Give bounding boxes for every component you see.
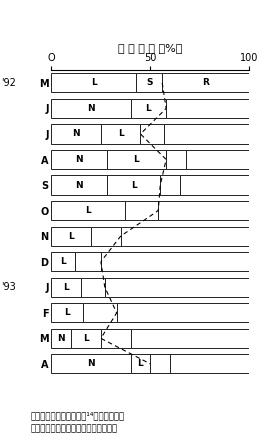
Text: S: S (146, 78, 153, 87)
FancyBboxPatch shape (51, 226, 91, 246)
Text: L: L (68, 232, 74, 240)
FancyBboxPatch shape (131, 329, 249, 348)
FancyBboxPatch shape (170, 354, 249, 374)
FancyBboxPatch shape (51, 99, 131, 118)
FancyBboxPatch shape (83, 303, 117, 322)
FancyBboxPatch shape (186, 150, 249, 169)
Text: '93: '93 (1, 282, 16, 292)
FancyBboxPatch shape (51, 252, 75, 271)
FancyBboxPatch shape (158, 201, 249, 220)
Text: 図２　月別に吸収された¹⁴Ｎの一次分配
Ｎ：新芽、Ｌ：成葉、Ｓ：茎、Ｒ：根: 図２ 月別に吸収された¹⁴Ｎの一次分配 Ｎ：新芽、Ｌ：成葉、Ｓ：茎、Ｒ：根 (31, 412, 125, 433)
Title: 分 布 割 合 （%）: 分 布 割 合 （%） (118, 42, 182, 53)
FancyBboxPatch shape (150, 354, 170, 374)
FancyBboxPatch shape (51, 354, 131, 374)
Text: N: N (72, 130, 80, 138)
FancyBboxPatch shape (164, 124, 249, 144)
FancyBboxPatch shape (160, 176, 180, 194)
FancyBboxPatch shape (51, 176, 107, 194)
Text: N: N (75, 180, 83, 190)
FancyBboxPatch shape (136, 73, 162, 92)
FancyBboxPatch shape (71, 329, 101, 348)
Text: L: L (83, 334, 89, 343)
Text: L: L (145, 104, 151, 113)
FancyBboxPatch shape (166, 99, 249, 118)
FancyBboxPatch shape (140, 124, 164, 144)
Text: N: N (75, 155, 83, 164)
FancyBboxPatch shape (131, 354, 150, 374)
FancyBboxPatch shape (121, 226, 249, 246)
FancyBboxPatch shape (51, 201, 125, 220)
FancyBboxPatch shape (51, 278, 81, 297)
Text: L: L (91, 78, 97, 87)
FancyBboxPatch shape (81, 278, 105, 297)
FancyBboxPatch shape (75, 252, 101, 271)
Text: '92: '92 (1, 78, 16, 88)
FancyBboxPatch shape (117, 303, 249, 322)
FancyBboxPatch shape (51, 73, 136, 92)
Text: L: L (134, 155, 139, 164)
FancyBboxPatch shape (107, 150, 166, 169)
Text: L: L (63, 283, 69, 292)
FancyBboxPatch shape (131, 99, 166, 118)
FancyBboxPatch shape (91, 226, 121, 246)
FancyBboxPatch shape (51, 329, 71, 348)
FancyBboxPatch shape (162, 73, 249, 92)
Text: L: L (131, 180, 136, 190)
FancyBboxPatch shape (51, 150, 107, 169)
FancyBboxPatch shape (101, 329, 131, 348)
Text: L: L (118, 130, 124, 138)
FancyBboxPatch shape (101, 124, 140, 144)
Text: L: L (64, 308, 70, 317)
FancyBboxPatch shape (166, 150, 186, 169)
FancyBboxPatch shape (51, 303, 83, 322)
Text: R: R (202, 78, 209, 87)
FancyBboxPatch shape (51, 124, 101, 144)
FancyBboxPatch shape (107, 176, 160, 194)
FancyBboxPatch shape (180, 176, 249, 194)
Text: N: N (87, 104, 95, 113)
Text: N: N (87, 360, 95, 368)
Text: L: L (60, 257, 66, 266)
FancyBboxPatch shape (101, 252, 249, 271)
FancyBboxPatch shape (105, 278, 249, 297)
FancyBboxPatch shape (125, 201, 158, 220)
Text: N: N (58, 334, 65, 343)
Text: L: L (137, 360, 143, 368)
Text: L: L (85, 206, 91, 215)
